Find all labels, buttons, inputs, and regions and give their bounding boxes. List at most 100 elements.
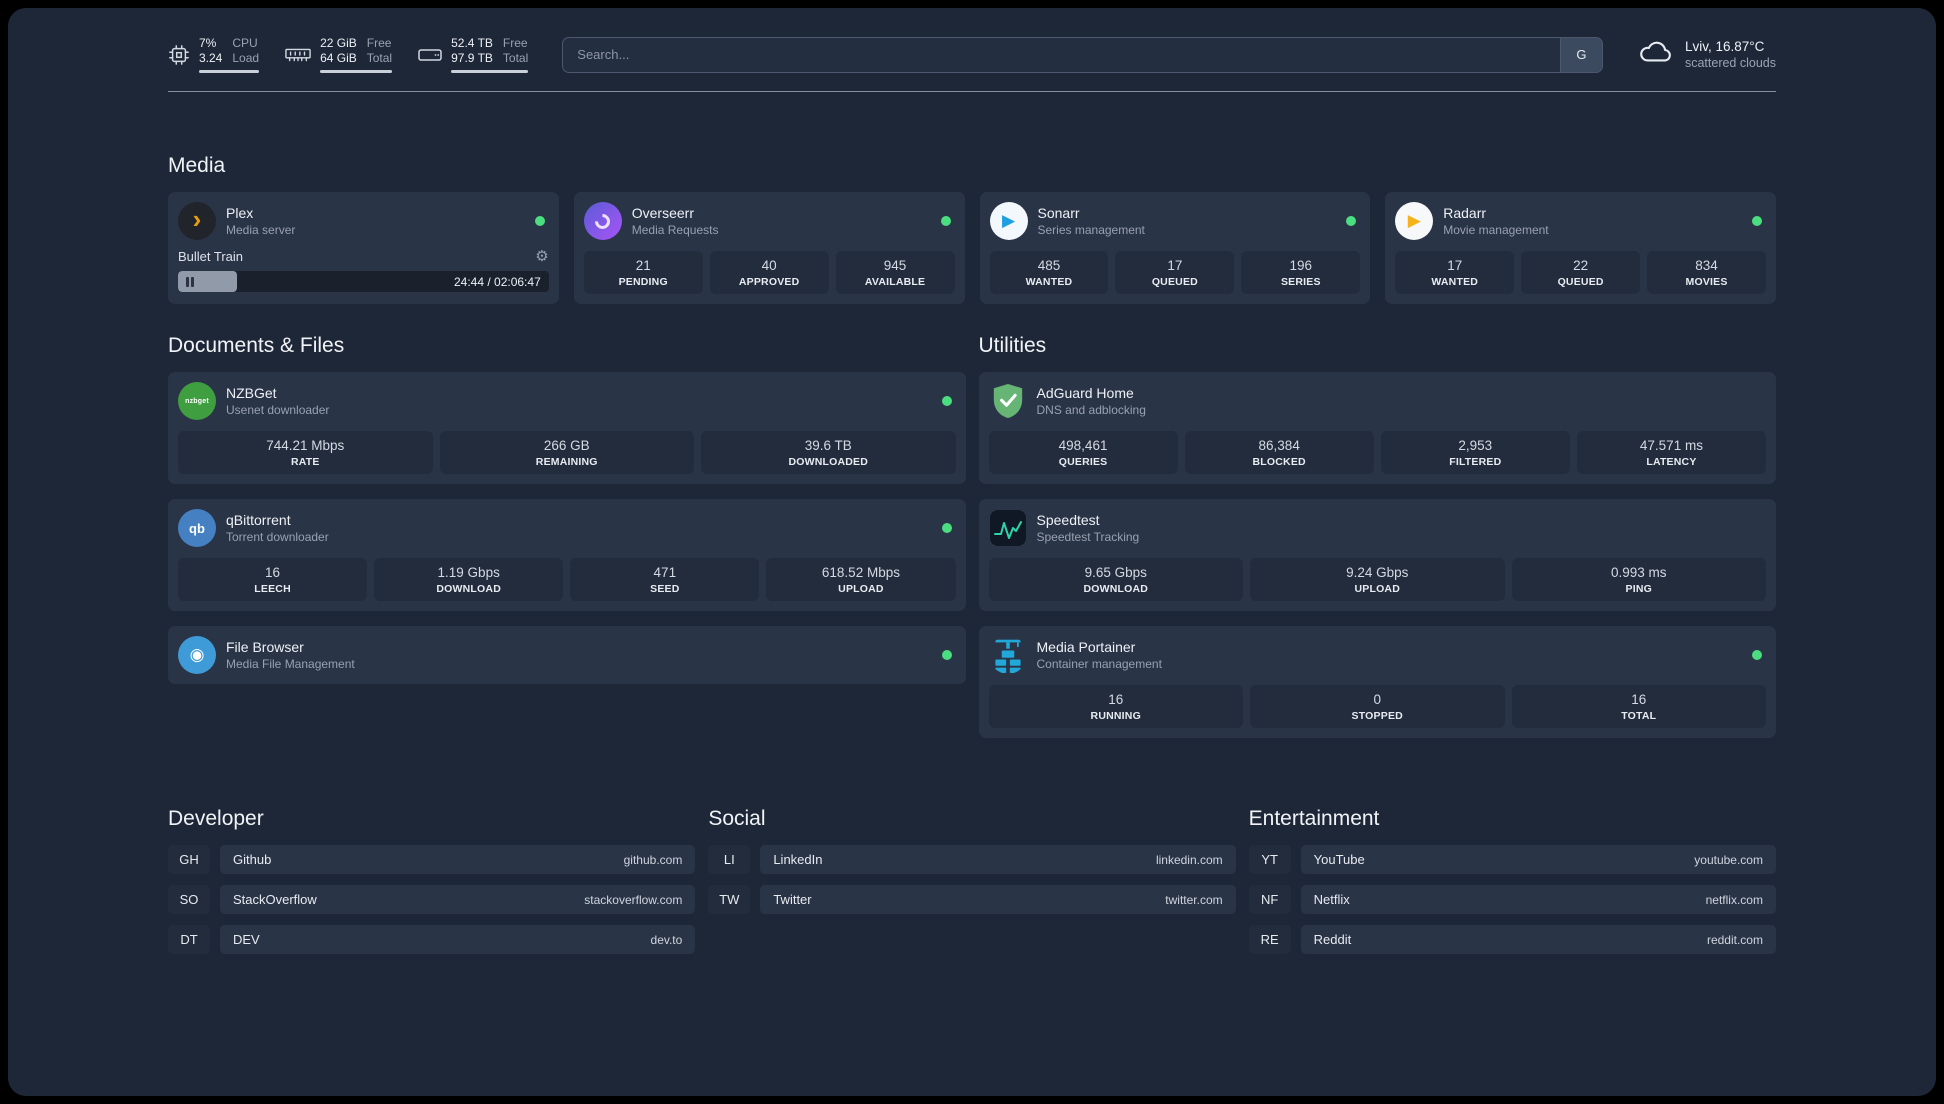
- stat-value: 86,384: [1258, 438, 1300, 453]
- overseerr-icon: [583, 202, 622, 240]
- service-card-qbittorrent[interactable]: qb qBittorrent Torrent downloader 16 LEE…: [168, 499, 966, 611]
- stat-queued: 22 QUEUED: [1521, 251, 1641, 294]
- stat-label: BLOCKED: [1252, 456, 1306, 468]
- stat-label: DOWNLOAD: [1083, 583, 1149, 595]
- cpu-load-value: 3.24: [199, 51, 223, 65]
- stat-label: QUEUED: [1151, 276, 1198, 288]
- playback-progress-fill: [178, 271, 238, 292]
- service-card-sonarr[interactable]: ▶ Sonarr Series management 485 WANTED 17: [979, 192, 1371, 304]
- stat-value: 618.52 Mbps: [821, 565, 900, 580]
- stat-blocked: 86,384 BLOCKED: [1184, 431, 1374, 474]
- stat-label: QUEUED: [1557, 276, 1604, 288]
- section-title-utilities: Utilities: [978, 334, 1047, 357]
- stat-series: 196 SERIES: [1241, 251, 1361, 294]
- service-card-adguard[interactable]: AdGuard Home DNS and adblocking 498,461 …: [978, 372, 1776, 484]
- bookmark-name: LinkedIn: [773, 852, 823, 867]
- service-subtitle: DNS and adblocking: [1036, 403, 1146, 417]
- service-title[interactable]: NZBGet: [226, 385, 277, 401]
- bookmark-abbr: LI: [708, 845, 751, 874]
- bookmark-netflix[interactable]: NF Netflix netflix.com: [1248, 885, 1776, 914]
- search-input[interactable]: [563, 37, 1560, 72]
- bookmark-reddit[interactable]: RE Reddit reddit.com: [1248, 925, 1776, 954]
- stat-value: 9.24 Gbps: [1346, 565, 1409, 580]
- weather-location: Lviv, 16.87°C: [1684, 39, 1765, 54]
- section-title-documents: Documents & Files: [168, 334, 345, 357]
- stat-value: 40: [761, 258, 777, 273]
- bookmark-url: github.com: [623, 852, 683, 867]
- bookmark-abbr: RE: [1248, 925, 1291, 954]
- service-title[interactable]: Speedtest: [1036, 512, 1100, 528]
- stat-label: QUERIES: [1058, 456, 1108, 468]
- service-title[interactable]: Plex: [226, 205, 254, 221]
- speedtest-icon: [989, 509, 1027, 547]
- section-title-developer: Developer: [168, 807, 264, 830]
- status-dot: [941, 650, 952, 660]
- stat-value: 744.21 Mbps: [266, 438, 345, 453]
- bookmark-abbr: TW: [708, 885, 751, 914]
- bookmark-name: Twitter: [773, 892, 812, 907]
- service-subtitle: Media Requests: [631, 223, 719, 237]
- bookmark-youtube[interactable]: YT YouTube youtube.com: [1248, 845, 1776, 874]
- weather-widget: Lviv, 16.87°C scattered clouds: [1637, 38, 1776, 71]
- section-title-media: Media: [168, 154, 226, 177]
- settings-gear-icon[interactable]: ⚙: [535, 248, 549, 265]
- plex-chevron-glyph: ›: [192, 203, 202, 234]
- cpu-widget: 7% 3.24 CPU Load: [168, 36, 260, 73]
- stat-movies: 834 MOVIES: [1647, 251, 1767, 294]
- status-dot: [534, 216, 545, 226]
- bookmark-abbr: DT: [168, 925, 210, 954]
- pause-icon[interactable]: [186, 276, 194, 287]
- status-dot: [1752, 650, 1762, 660]
- search-bar[interactable]: G: [562, 36, 1603, 73]
- utilities-column: Utilities AdGuard Home DNS and adblocki: [978, 334, 1776, 753]
- stat-label: AVAILABLE: [864, 276, 926, 288]
- bookmark-abbr: SO: [168, 885, 210, 914]
- cpu-usage-value: 7%: [199, 36, 217, 50]
- service-title[interactable]: qBittorrent: [226, 512, 291, 528]
- service-title[interactable]: Sonarr: [1037, 205, 1080, 221]
- service-card-portainer[interactable]: Media Portainer Container management 16 …: [978, 626, 1776, 738]
- ram-icon: [285, 46, 311, 64]
- service-title[interactable]: Radarr: [1443, 205, 1487, 221]
- service-title[interactable]: File Browser: [226, 639, 304, 655]
- service-title[interactable]: AdGuard Home: [1036, 385, 1134, 401]
- stat-label: WANTED: [1431, 276, 1479, 288]
- bookmark-twitter[interactable]: TW Twitter twitter.com: [708, 885, 1236, 914]
- service-subtitle: Media server: [226, 223, 296, 237]
- stat-ping: 0.993 ms PING: [1511, 558, 1766, 601]
- search-provider-button[interactable]: G: [1559, 37, 1602, 72]
- stat-value: 16: [1631, 692, 1647, 707]
- service-title[interactable]: Media Portainer: [1036, 639, 1136, 655]
- service-title[interactable]: Overseerr: [631, 205, 694, 221]
- bookmark-url: stackoverflow.com: [584, 892, 683, 907]
- bookmark-github[interactable]: GH Github github.com: [168, 845, 696, 874]
- service-card-nzbget[interactable]: nzbget NZBGet Usenet downloader 744.21 M…: [168, 372, 966, 484]
- section-title-entertainment: Entertainment: [1248, 807, 1380, 830]
- playback-time: 24:44 / 02:06:47: [454, 274, 541, 289]
- service-card-plex[interactable]: › Plex Media server Bullet Train ⚙: [168, 192, 559, 304]
- stat-upload: 9.24 Gbps UPLOAD: [1250, 558, 1505, 601]
- bookmark-url: youtube.com: [1694, 852, 1763, 867]
- service-card-radarr[interactable]: ▶ Radarr Movie management 17 WANTED 22: [1385, 192, 1776, 304]
- bookmark-linkedin[interactable]: LI LinkedIn linkedin.com: [708, 845, 1236, 874]
- disk-widget: 52.4 TB 97.9 TB Free Total: [418, 36, 529, 73]
- service-card-speedtest[interactable]: Speedtest Speedtest Tracking 9.65 Gbps D…: [978, 499, 1776, 611]
- stat-available: 945 AVAILABLE: [835, 251, 955, 294]
- bookmark-url: dev.to: [650, 932, 683, 947]
- stat-value: 9.65 Gbps: [1084, 565, 1147, 580]
- stat-label: TOTAL: [1621, 710, 1657, 722]
- service-card-overseerr[interactable]: Overseerr Media Requests 21 PENDING 40 A…: [573, 192, 965, 304]
- playback-progress-bar[interactable]: 24:44 / 02:06:47: [178, 271, 549, 292]
- bookmark-dev[interactable]: DT DEV dev.to: [168, 925, 696, 954]
- memory-widget: 22 GiB 64 GiB Free Total: [285, 36, 393, 73]
- stat-value: 498,461: [1058, 438, 1108, 453]
- portainer-crane-icon: [989, 636, 1027, 674]
- now-playing-title: Bullet Train: [178, 249, 244, 264]
- stat-wanted: 485 WANTED: [989, 251, 1109, 294]
- service-subtitle: Speedtest Tracking: [1036, 530, 1140, 544]
- stat-downloaded: 39.6 TB DOWNLOADED: [701, 431, 956, 474]
- stat-value: 39.6 TB: [804, 438, 852, 453]
- bookmark-stackoverflow[interactable]: SO StackOverflow stackoverflow.com: [168, 885, 696, 914]
- service-card-filebrowser[interactable]: ◉ File Browser Media File Management: [168, 626, 966, 684]
- bookmark-abbr: GH: [168, 845, 210, 874]
